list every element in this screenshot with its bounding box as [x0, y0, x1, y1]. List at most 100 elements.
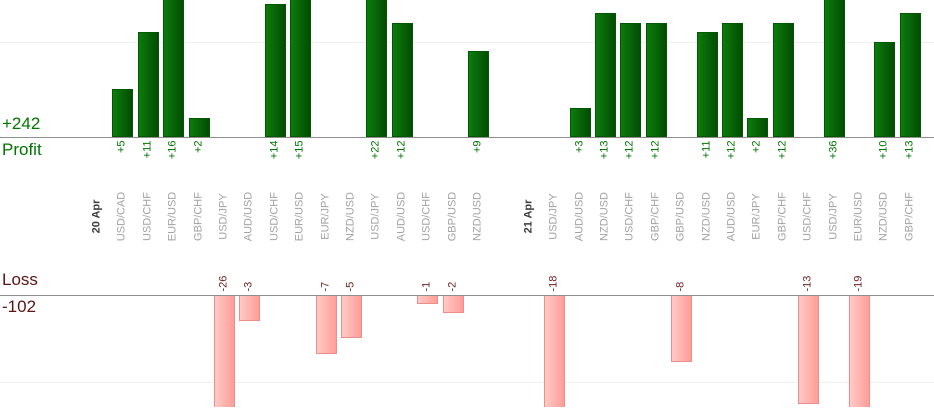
category-label: EUR/JPY — [319, 193, 332, 240]
loss-axis-label: Loss — [2, 270, 38, 289]
category-label: USD/CHF — [623, 192, 636, 241]
category-label: NZD/USD — [877, 192, 890, 241]
profit-axis-label: Profit — [2, 140, 42, 159]
loss-bar — [417, 296, 438, 304]
loss-bar — [316, 296, 337, 354]
category-label: AUD/USD — [573, 191, 586, 242]
profit-value-label: +2 — [750, 140, 763, 154]
loss-bar — [671, 296, 692, 362]
category-label: USD/CHF — [141, 192, 154, 241]
category-label: USD/JPY — [217, 193, 230, 240]
loss-gridline — [0, 382, 934, 383]
profit-bar — [646, 23, 667, 137]
loss-bar — [443, 296, 464, 313]
loss-value-label: -7 — [319, 281, 332, 292]
loss-bar — [341, 296, 362, 338]
profit-bar — [595, 13, 616, 137]
category-label: USD/CAD — [115, 191, 128, 242]
profit-gridline — [0, 42, 934, 43]
loss-bar — [849, 296, 870, 407]
profit-bar — [722, 23, 743, 137]
profit-bar — [747, 118, 768, 137]
profit-value-label: +11 — [141, 140, 154, 159]
category-label: EUR/USD — [852, 191, 865, 242]
profit-value-label: +14 — [268, 140, 281, 160]
loss-bar — [544, 296, 565, 407]
loss-value-label: -18 — [547, 275, 560, 292]
category-label: USD/CHF — [420, 192, 433, 241]
profit-bar — [824, 0, 845, 137]
category-label: GBP/CHF — [903, 192, 916, 241]
loss-baseline — [0, 295, 934, 296]
profit-bar — [468, 51, 489, 137]
profit-value-label: +36 — [827, 140, 840, 160]
profit-value-label: +2 — [192, 140, 205, 154]
profit-value-label: +11 — [700, 140, 713, 159]
profit-bar — [112, 89, 133, 137]
profit-value-label: +5 — [115, 140, 128, 154]
loss-value-label: -1 — [420, 281, 433, 292]
profit-bar — [900, 13, 921, 137]
loss-value-label: -2 — [446, 281, 459, 292]
loss-total: -102 — [2, 297, 37, 316]
category-label: NZD/USD — [471, 192, 484, 241]
category-label: AUD/USD — [725, 191, 738, 242]
profit-bar — [265, 4, 286, 137]
profit-total: +242 — [2, 114, 41, 133]
profit-bar — [163, 0, 184, 137]
category-label: USD/JPY — [369, 193, 382, 240]
profit-value-label: +13 — [903, 140, 916, 160]
category-label: GBP/USD — [674, 191, 687, 242]
profit-value-label: +12 — [649, 140, 662, 160]
category-label: NZD/USD — [598, 192, 611, 241]
loss-value-label: -13 — [801, 275, 814, 292]
profit-value-label: +12 — [395, 140, 408, 160]
loss-value-label: -5 — [344, 281, 357, 292]
profit-bar — [290, 0, 311, 137]
loss-bar — [239, 296, 260, 321]
profit-bar — [366, 0, 387, 137]
profit-bar — [570, 108, 591, 137]
category-label: NZD/USD — [700, 192, 713, 241]
loss-bar — [214, 296, 235, 407]
category-label: EUR/USD — [293, 191, 306, 242]
profit-value-label: +9 — [471, 140, 484, 154]
profit-value-label: +13 — [598, 140, 611, 160]
category-label: GBP/CHF — [776, 192, 789, 241]
loss-value-label: -19 — [852, 275, 865, 292]
category-label: AUD/USD — [242, 191, 255, 242]
profit-baseline — [0, 137, 934, 138]
profit-value-label: +3 — [573, 140, 586, 154]
profit-value-label: +22 — [369, 140, 382, 160]
category-label: USD/CHF — [268, 192, 281, 241]
profit-value-label: +15 — [293, 140, 306, 160]
category-label: USD/JPY — [547, 193, 560, 240]
category-label: GBP/USD — [446, 191, 459, 242]
profit-bar — [189, 118, 210, 137]
profit-value-label: +12 — [776, 140, 789, 160]
date-label: 20 Apr — [90, 199, 103, 234]
loss-value-label: -3 — [242, 281, 255, 292]
category-label: GBP/CHF — [649, 192, 662, 241]
category-label: EUR/USD — [166, 191, 179, 242]
category-label: EUR/JPY — [750, 193, 763, 240]
profit-bar — [874, 42, 895, 137]
profit-bar — [773, 23, 794, 137]
category-label: GBP/CHF — [192, 192, 205, 241]
loss-value-label: -26 — [217, 275, 230, 292]
loss-bar — [798, 296, 819, 404]
loss-value-label: -8 — [674, 281, 687, 292]
profit-bar — [697, 32, 718, 137]
profit-value-label: +12 — [623, 140, 636, 160]
profit-value-label: +10 — [877, 140, 890, 160]
category-label: USD/CHF — [801, 192, 814, 241]
category-label: NZD/USD — [344, 192, 357, 241]
category-label: AUD/USD — [395, 191, 408, 242]
category-label: USD/JPY — [827, 193, 840, 240]
profit-value-label: +12 — [725, 140, 738, 160]
profit-value-label: +16 — [166, 140, 179, 160]
profit-bar — [138, 32, 159, 137]
profit-bar — [392, 23, 413, 137]
date-label: 21 Apr — [522, 199, 535, 234]
